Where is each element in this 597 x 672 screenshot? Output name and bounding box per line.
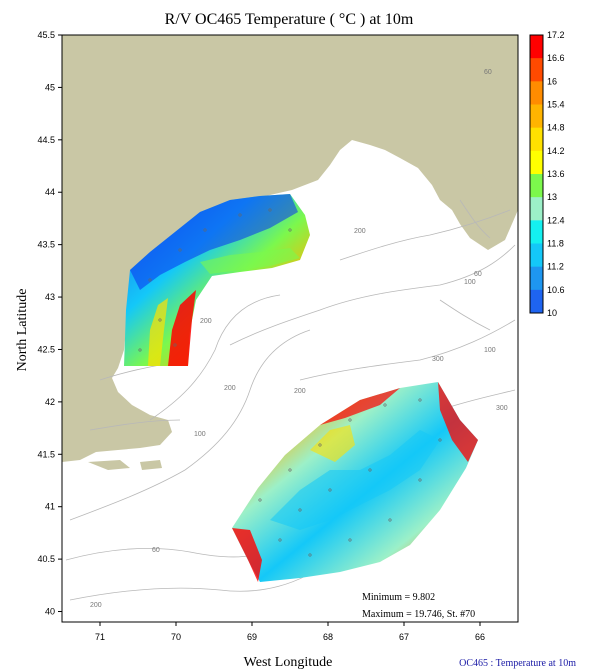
x-tick-label: 71 bbox=[95, 632, 105, 642]
chart-title: R/V OC465 Temperature ( °C ) at 10m bbox=[165, 11, 414, 28]
minimum-stat: Minimum = 9.802 bbox=[362, 592, 435, 603]
colorbar-label: 14.8 bbox=[547, 123, 565, 133]
y-tick-label: 45.5 bbox=[37, 30, 55, 40]
y-tick-label: 40.5 bbox=[37, 554, 55, 564]
y-tick-label: 42.5 bbox=[37, 344, 55, 354]
maximum-stat: Maximum = 19.746, St. #70 bbox=[362, 609, 475, 620]
colorbar-label: 11.8 bbox=[547, 239, 564, 249]
y-axis: 40 40.5 41 41.5 42 42.5 43 43.5 44 44.5 45 45.5 bbox=[37, 30, 62, 617]
land-islands bbox=[88, 460, 162, 470]
depth-label: 200 bbox=[294, 388, 306, 395]
depth-label: 100 bbox=[464, 279, 476, 286]
colorbar-label: 13 bbox=[547, 192, 557, 202]
depth-label: 200 bbox=[90, 602, 102, 609]
colorbar-swatch bbox=[530, 243, 543, 268]
x-tick-label: 66 bbox=[475, 632, 485, 642]
y-tick-label: 41 bbox=[45, 502, 55, 512]
colorbar-swatch bbox=[530, 197, 543, 221]
depth-label: 200 bbox=[224, 385, 236, 392]
colorbar-label: 15.4 bbox=[547, 100, 565, 110]
x-axis: 71 70 69 68 67 66 bbox=[95, 622, 485, 642]
x-axis-label: West Longitude bbox=[244, 655, 333, 670]
colorbar: 17.2 16.6 16 15.4 14.8 14.2 13.6 13 12.4 11.8 11.2… bbox=[529, 30, 565, 318]
y-tick-label: 42 bbox=[45, 397, 55, 407]
depth-label: 200 bbox=[354, 228, 366, 235]
x-tick-label: 68 bbox=[323, 632, 333, 642]
colorbar-label: 12.4 bbox=[547, 215, 565, 225]
colorbar-swatch bbox=[530, 150, 543, 175]
colorbar-label: 10 bbox=[547, 308, 557, 318]
gulf-of-maine-survey bbox=[124, 194, 310, 366]
land-nova-scotia bbox=[466, 35, 518, 215]
colorbar-swatch bbox=[530, 174, 543, 198]
y-tick-label: 43.5 bbox=[37, 240, 55, 250]
station-markers bbox=[138, 208, 442, 557]
y-tick-label: 41.5 bbox=[37, 449, 55, 459]
colorbar-swatch bbox=[530, 266, 543, 291]
x-tick-label: 69 bbox=[247, 632, 257, 642]
depth-label: 300 bbox=[432, 356, 444, 363]
colorbar-swatch bbox=[530, 35, 543, 59]
colorbar-label: 14.2 bbox=[547, 146, 565, 156]
x-tick-label: 67 bbox=[399, 632, 409, 642]
colorbar-label: 16.6 bbox=[547, 53, 565, 63]
colorbar-swatch bbox=[530, 58, 543, 82]
depth-label: 60 bbox=[484, 69, 492, 76]
colorbar-label: 17.2 bbox=[547, 30, 565, 40]
colorbar-swatch bbox=[530, 104, 543, 129]
depth-label: 60 bbox=[474, 271, 482, 278]
colorbar-swatch bbox=[530, 220, 543, 244]
colorbar-border bbox=[529, 34, 544, 314]
georges-bank-survey bbox=[232, 382, 478, 582]
depth-label: 100 bbox=[484, 347, 496, 354]
colorbar-swatch bbox=[530, 81, 543, 105]
depth-label: 100 bbox=[194, 431, 206, 438]
colorbar-swatch bbox=[530, 127, 543, 152]
footer-caption: OC465 : Temperature at 10m bbox=[459, 658, 576, 669]
depth-label: 200 bbox=[200, 318, 212, 325]
y-tick-label: 43 bbox=[45, 292, 55, 302]
y-tick-label: 44.5 bbox=[37, 135, 55, 145]
colorbar-label: 16 bbox=[547, 76, 557, 86]
colorbar-swatch bbox=[530, 289, 543, 314]
colorbar-label: 13.6 bbox=[547, 169, 565, 179]
y-tick-label: 44 bbox=[45, 187, 55, 197]
depth-label: 60 bbox=[152, 547, 160, 554]
colorbar-label: 10.6 bbox=[547, 285, 565, 295]
y-axis-label: North Latitude bbox=[15, 289, 30, 372]
map-frame bbox=[61, 34, 519, 623]
y-tick-label: 45 bbox=[45, 82, 55, 92]
depth-label: 300 bbox=[496, 405, 508, 412]
land-mainland bbox=[62, 35, 518, 462]
y-tick-label: 40 bbox=[45, 607, 55, 617]
x-tick-label: 70 bbox=[171, 632, 181, 642]
colorbar-label: 11.2 bbox=[547, 262, 564, 272]
